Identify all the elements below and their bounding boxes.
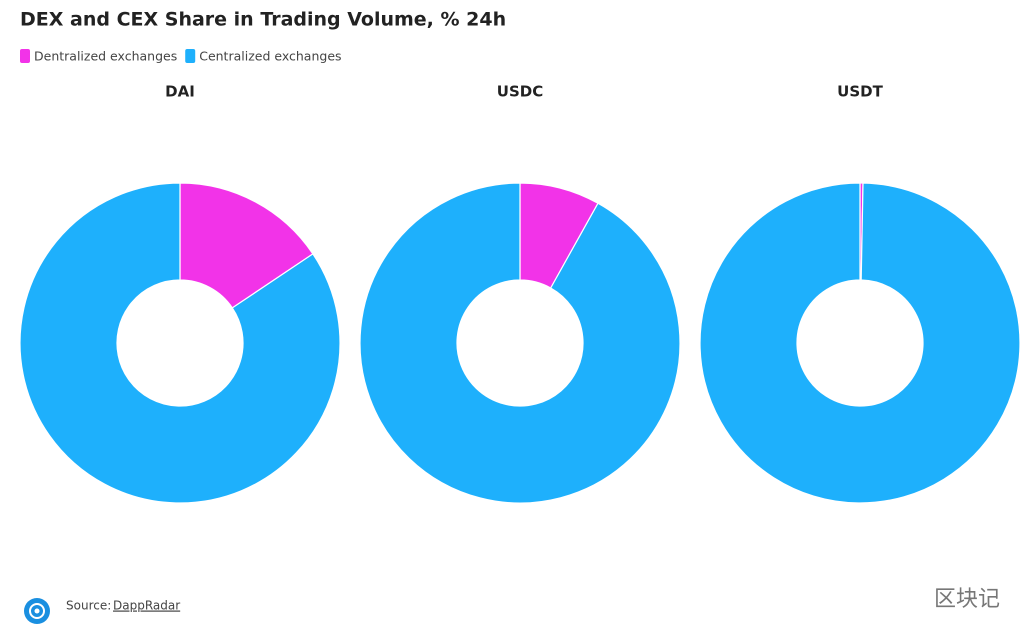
- legend-swatch: [20, 49, 30, 63]
- pie-title: USDC: [497, 83, 543, 101]
- pie-title: USDT: [837, 83, 883, 101]
- source-link[interactable]: DappRadar: [113, 599, 180, 613]
- legend-label: Centralized exchanges: [199, 49, 341, 64]
- watermark: 区块记: [934, 587, 1000, 612]
- source-icon-dot: [34, 608, 40, 614]
- chart-title: DEX and CEX Share in Trading Volume, % 2…: [20, 9, 506, 31]
- pie-slice: [359, 182, 681, 504]
- source-label: Source:: [66, 599, 111, 613]
- pie-slice: [19, 182, 341, 504]
- legend-swatch: [185, 49, 196, 63]
- legend-label: Dentralized exchanges: [34, 49, 177, 64]
- pie-slice: [179, 182, 314, 309]
- legend: Dentralized exchanges Centralized exchang…: [20, 49, 342, 64]
- pie-slice: [699, 182, 1021, 504]
- pie-title: DAI: [165, 83, 195, 101]
- source-icon-ring: [29, 603, 45, 619]
